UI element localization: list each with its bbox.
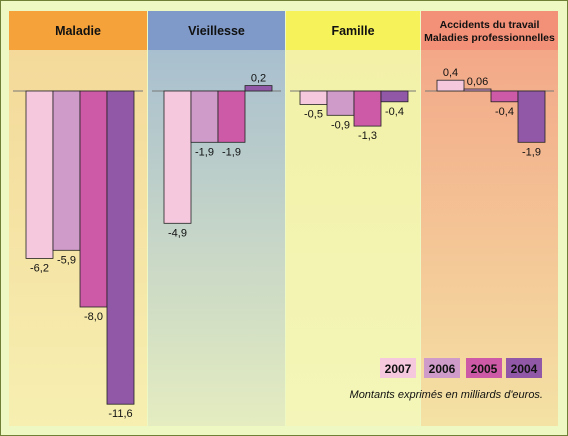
category-label-2: Famille: [331, 24, 374, 38]
bar-2006-0: [52, 90, 81, 251]
bar-2006-1: [190, 90, 219, 143]
value-label-2005-1: -1,9: [222, 146, 241, 158]
category-label-3: Maladies professionnelles: [424, 32, 555, 44]
category-header-0: [9, 11, 147, 50]
value-label-2004-0: -11,6: [108, 408, 132, 420]
bar-2007-3: [436, 79, 465, 92]
bar-2004-3: [517, 90, 546, 143]
value-label-2005-0: -8,0: [84, 311, 103, 323]
bar-2004-2: [380, 90, 409, 103]
bar-2005-2: [353, 90, 382, 127]
bar-2007-2: [299, 90, 328, 105]
legend-label-2004: 2004: [511, 362, 538, 376]
value-label-2004-2: -0,4: [385, 106, 404, 118]
legend-swatch-2004: [506, 358, 542, 378]
bar-2006-3: [463, 88, 492, 92]
legend-label-2007: 2007: [385, 362, 412, 376]
bar-2004-0: [106, 90, 135, 405]
bar-2007-1: [163, 90, 192, 224]
legend-label-2005: 2005: [471, 362, 498, 376]
value-label-2005-3: -0,4: [495, 106, 514, 118]
bar-2007-0: [25, 90, 54, 259]
value-label-2007-2: -0,5: [304, 109, 323, 121]
legend-swatch-2007: [380, 358, 416, 378]
value-label-2007-1: -4,9: [168, 227, 187, 239]
legend-swatch-2006: [424, 358, 460, 378]
units-note: Montants exprimés en milliards d'euros.: [349, 389, 543, 401]
category-label-1: Vieillesse: [188, 24, 245, 38]
category-label-0: Maladie: [55, 24, 101, 38]
bar-2005-3: [490, 90, 519, 103]
bar-2004-1: [244, 85, 273, 92]
value-label-2007-0: -6,2: [30, 262, 49, 274]
legend-label-2006: 2006: [429, 362, 456, 376]
value-label-2004-1: 0,2: [251, 73, 266, 85]
legend-swatch-2005: [466, 358, 502, 378]
category-label-3: Accidents du travail: [440, 19, 540, 31]
value-label-2006-2: -0,9: [331, 119, 350, 131]
category-header-3: [421, 11, 558, 50]
category-header-1: [148, 11, 285, 50]
value-label-2004-3: -1,9: [522, 146, 541, 158]
value-label-2006-3: 0,06: [467, 76, 488, 88]
value-label-2005-2: -1,3: [358, 130, 377, 142]
bar-2005-0: [79, 90, 108, 308]
bar-2005-1: [217, 90, 246, 143]
bar-2006-2: [326, 90, 355, 116]
value-label-2006-0: -5,9: [57, 254, 76, 266]
value-label-2006-1: -1,9: [195, 146, 214, 158]
value-label-2007-3: 0,4: [443, 67, 458, 79]
category-header-2: [286, 11, 420, 50]
